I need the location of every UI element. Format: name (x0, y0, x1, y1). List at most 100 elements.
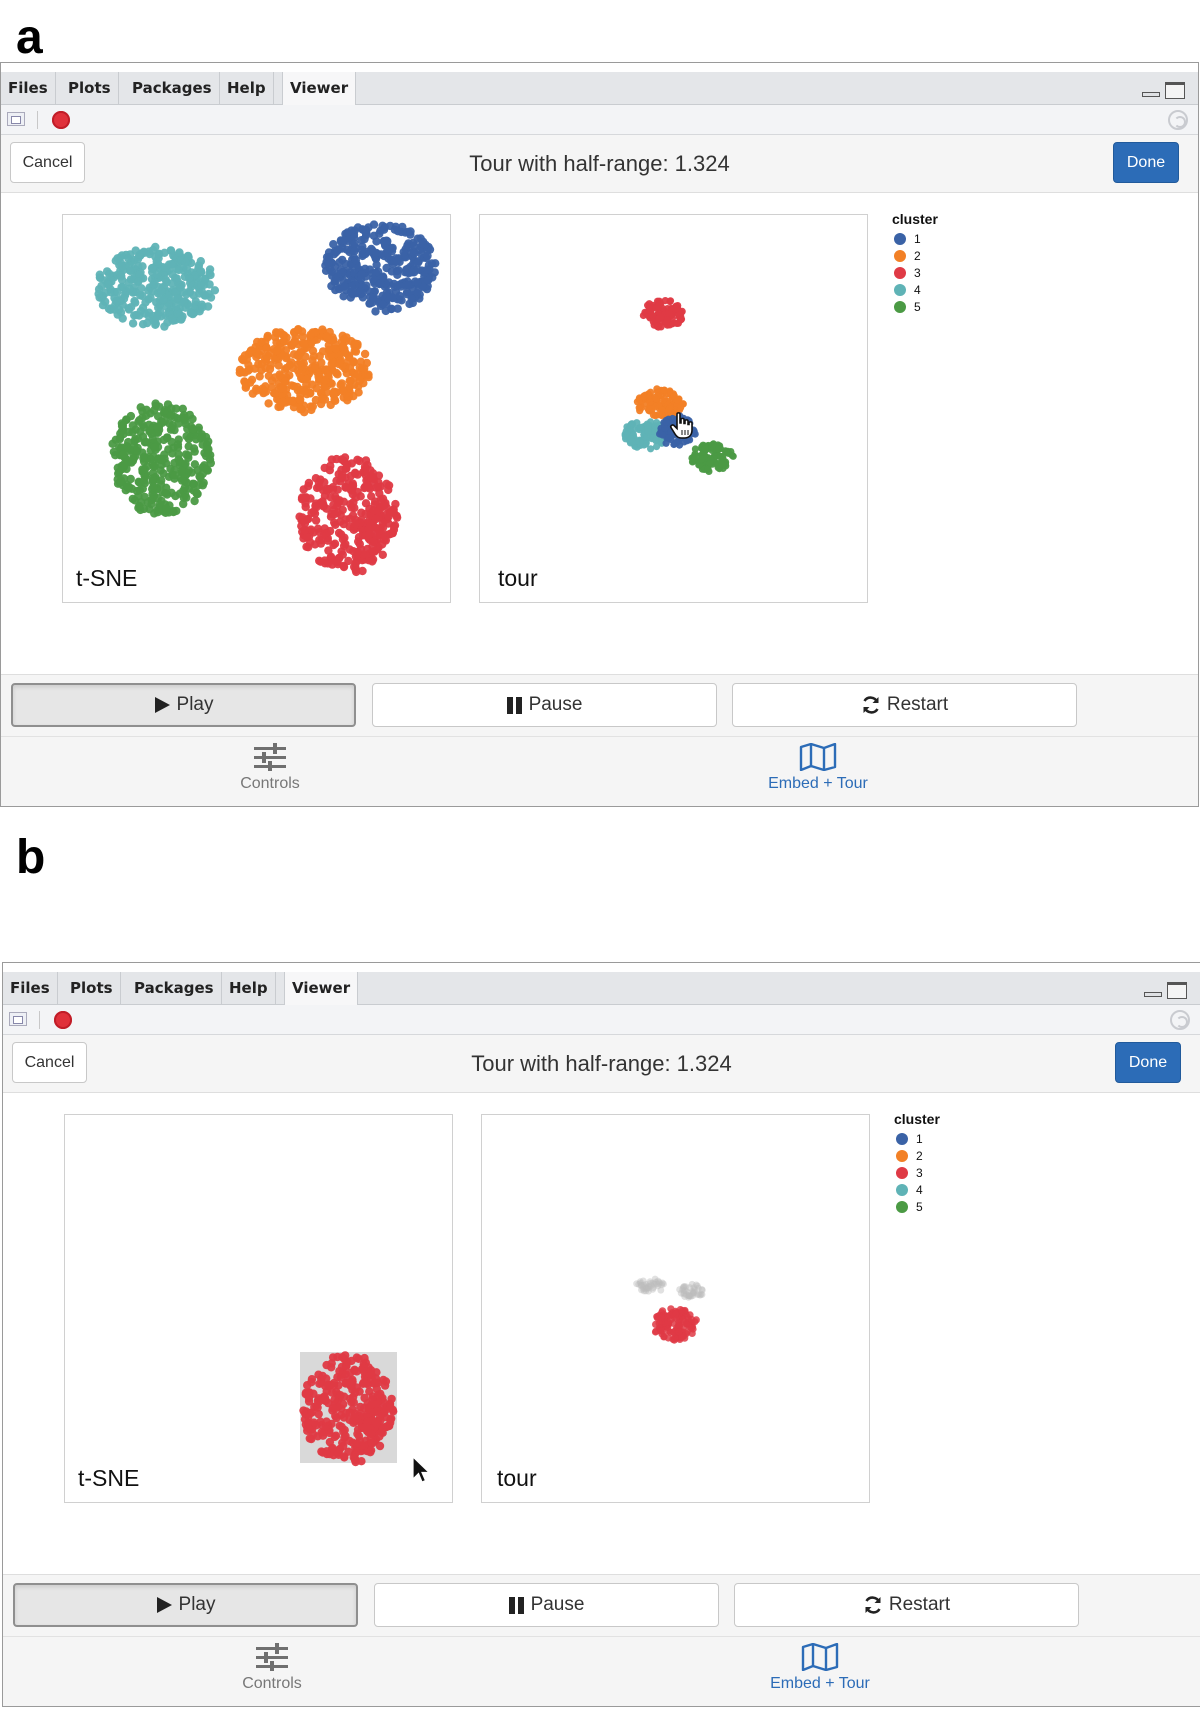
legend-title: cluster (894, 1111, 940, 1127)
legend-label: 5 (916, 1199, 923, 1214)
restart-button[interactable]: Restart (734, 1583, 1079, 1627)
tour-plot-label: tour (497, 1465, 537, 1491)
legend-swatch (896, 1149, 908, 1162)
tsne-plot-label: t-SNE (76, 565, 138, 591)
nav-embed-tour-label: Embed + Tour (768, 775, 868, 792)
window-controls (1142, 82, 1188, 100)
sliders-icon (254, 743, 286, 771)
cluster-points (639, 297, 686, 331)
legend-label: 3 (914, 265, 921, 280)
stop-icon[interactable] (54, 1011, 72, 1029)
legend-item-cluster-4: 4 (894, 1181, 994, 1198)
legend-swatch (894, 232, 906, 245)
restart-button[interactable]: Restart (732, 683, 1077, 727)
done-button[interactable]: Done (1113, 142, 1179, 183)
gadget-title-bar: Tour with half-range: 1.324 Cancel Done (3, 1035, 1200, 1093)
tab-packages[interactable]: Packages (127, 972, 222, 1004)
cluster-points (633, 385, 687, 420)
toolbar-separator (37, 111, 38, 129)
gadget-tab-nav: Controls Embed + Tour (1, 736, 1198, 806)
nav-embed-tour[interactable]: Embed + Tour (718, 743, 918, 803)
cancel-button[interactable]: Cancel (12, 1042, 87, 1083)
gadget-title: Tour with half-range: 1.324 (471, 1051, 732, 1076)
cluster-points (108, 399, 215, 518)
viewer-toolbar (3, 1005, 1200, 1035)
popout-icon[interactable] (7, 112, 25, 126)
maximize-pane-button[interactable] (1167, 982, 1187, 999)
pause-icon (508, 1596, 525, 1614)
legend-label: 4 (916, 1182, 923, 1197)
tab-plots[interactable]: Plots (63, 972, 121, 1004)
tsne-plot[interactable]: t-SNE (62, 214, 451, 603)
cancel-button[interactable]: Cancel (10, 142, 85, 183)
pause-button[interactable]: Pause (374, 1583, 719, 1627)
pause-icon (506, 696, 523, 714)
play-button[interactable]: Play (11, 683, 356, 727)
tab-help[interactable]: Help (222, 972, 276, 1004)
tour-plot[interactable]: tour (481, 1114, 870, 1503)
done-button[interactable]: Done (1115, 1042, 1181, 1083)
panel-letter-a: a (16, 11, 43, 64)
tsne-scatter (94, 220, 440, 577)
nav-controls-label: Controls (240, 775, 300, 792)
play-icon (154, 696, 171, 714)
legend-item-cluster-4: 4 (892, 281, 992, 298)
restart-label: Restart (888, 1594, 951, 1615)
tour-plot-label: tour (498, 565, 538, 591)
legend-label: 5 (914, 299, 921, 314)
cluster-legend: cluster 1 2 3 4 5 (894, 1111, 994, 1215)
viewer-toolbar (1, 105, 1198, 135)
tab-files[interactable]: Files (3, 972, 58, 1004)
tour-controls: Play Pause Restart (1, 674, 1198, 736)
legend-item-cluster-2: 2 (894, 1147, 994, 1164)
map-icon (799, 743, 837, 771)
viewer-window-a: Files Plots Packages Help Viewer Tour wi… (0, 62, 1199, 807)
tour-controls: Play Pause Restart (3, 1574, 1200, 1636)
panel-letter-b: b (16, 831, 46, 884)
legend-swatch (896, 1183, 908, 1196)
legend-item-cluster-3: 3 (892, 264, 992, 281)
legend-title: cluster (892, 211, 938, 227)
legend-label: 2 (914, 248, 921, 263)
nav-embed-tour[interactable]: Embed + Tour (720, 1643, 920, 1703)
pause-label: Pause (530, 1594, 585, 1615)
nav-embed-tour-label: Embed + Tour (770, 1675, 870, 1692)
legend-item-cluster-2: 2 (892, 247, 992, 264)
legend-swatch (896, 1132, 908, 1145)
legend-label: 1 (914, 231, 921, 246)
minimize-pane-button[interactable] (1144, 992, 1162, 997)
legend-item-cluster-5: 5 (894, 1198, 994, 1215)
gadget-title-bar: Tour with half-range: 1.324 Cancel Done (1, 135, 1198, 193)
tab-plots[interactable]: Plots (61, 72, 119, 104)
nav-controls[interactable]: Controls (172, 1643, 372, 1703)
refresh-viewer-icon[interactable] (1170, 1010, 1190, 1030)
toolbar-separator (39, 1011, 40, 1029)
cluster-points (321, 220, 440, 316)
stop-icon[interactable] (52, 111, 70, 129)
tsne-plot-label: t-SNE (78, 1465, 140, 1491)
cluster-points (676, 1280, 706, 1301)
tour-plot[interactable]: tour (479, 214, 868, 603)
tab-packages[interactable]: Packages (125, 72, 220, 104)
tsne-scatter (299, 1351, 398, 1467)
nav-controls[interactable]: Controls (170, 743, 370, 803)
gadget-tab-nav: Controls Embed + Tour (3, 1636, 1200, 1706)
play-button[interactable]: Play (13, 1583, 358, 1627)
tab-viewer[interactable]: Viewer (284, 972, 359, 1005)
sliders-icon (256, 1643, 288, 1671)
legend-swatch (894, 300, 906, 313)
cluster-points (235, 325, 373, 417)
minimize-pane-button[interactable] (1142, 92, 1160, 97)
tab-files[interactable]: Files (1, 72, 56, 104)
pane-tabbar: Files Plots Packages Help Viewer (1, 72, 1198, 105)
tab-help[interactable]: Help (220, 72, 274, 104)
legend-item-cluster-1: 1 (894, 1130, 994, 1147)
pause-button[interactable]: Pause (372, 683, 717, 727)
tab-viewer[interactable]: Viewer (282, 72, 357, 105)
tsne-plot[interactable]: t-SNE (64, 1114, 453, 1503)
maximize-pane-button[interactable] (1165, 82, 1185, 99)
popout-icon[interactable] (9, 1012, 27, 1026)
refresh-viewer-icon[interactable] (1168, 110, 1188, 130)
refresh-icon (861, 695, 881, 715)
legend-swatch (896, 1200, 908, 1213)
